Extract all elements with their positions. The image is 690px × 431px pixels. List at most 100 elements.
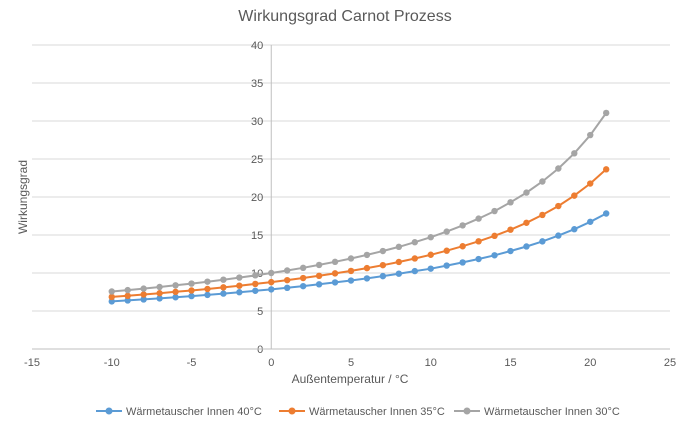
data-point bbox=[603, 166, 610, 173]
legend-item-2: Wärmetauscher Innen 35°C bbox=[279, 406, 445, 418]
data-point bbox=[379, 261, 387, 269]
data-point bbox=[539, 238, 546, 245]
y-tick-label: 30 bbox=[251, 116, 263, 128]
data-point bbox=[299, 274, 307, 282]
data-point bbox=[411, 267, 418, 275]
data-point bbox=[395, 243, 403, 251]
data-point bbox=[539, 178, 546, 185]
data-point bbox=[427, 251, 434, 258]
data-point bbox=[507, 199, 514, 206]
data-point bbox=[523, 243, 530, 250]
data-point bbox=[124, 292, 131, 299]
data-point bbox=[571, 226, 578, 233]
y-tick-label: 35 bbox=[251, 78, 263, 90]
data-point bbox=[156, 295, 163, 302]
data-point bbox=[507, 247, 514, 255]
data-point bbox=[347, 277, 355, 284]
x-tick-label: 0 bbox=[268, 357, 274, 369]
data-point bbox=[172, 294, 179, 301]
data-point bbox=[220, 276, 227, 283]
y-tick-label: 40 bbox=[251, 40, 263, 52]
data-point bbox=[363, 251, 371, 259]
data-point bbox=[172, 282, 179, 289]
data-point bbox=[571, 192, 578, 199]
data-point bbox=[284, 284, 291, 292]
series-2 bbox=[108, 166, 610, 301]
x-tick-label: 10 bbox=[425, 357, 437, 369]
y-tick-label: 25 bbox=[251, 154, 263, 166]
data-point bbox=[427, 234, 434, 241]
legend-marker bbox=[105, 407, 113, 415]
series-1 bbox=[108, 210, 610, 305]
y-tick-labels: 0510152025303540 bbox=[251, 40, 263, 356]
legend-label: Wärmetauscher Innen 30°C bbox=[484, 406, 620, 418]
data-point bbox=[379, 247, 387, 255]
x-tick-label: 5 bbox=[348, 357, 354, 369]
chart-title: Wirkungsgrad Carnot Prozess bbox=[238, 8, 452, 25]
data-point bbox=[539, 211, 546, 219]
data-point bbox=[475, 238, 482, 245]
data-point bbox=[523, 219, 530, 226]
y-tick-label: 20 bbox=[251, 192, 263, 204]
data-point bbox=[188, 280, 195, 287]
data-point bbox=[140, 285, 147, 292]
data-point bbox=[331, 279, 339, 286]
data-point bbox=[268, 278, 275, 286]
y-tick-label: 0 bbox=[257, 344, 263, 356]
data-point bbox=[204, 291, 211, 299]
data-point bbox=[411, 239, 418, 246]
data-point bbox=[236, 274, 243, 281]
data-point bbox=[459, 259, 466, 266]
data-point bbox=[347, 267, 355, 275]
data-point bbox=[491, 232, 498, 240]
data-point bbox=[284, 276, 291, 284]
data-point bbox=[236, 282, 243, 289]
data-point bbox=[475, 215, 482, 222]
x-tick-label: 25 bbox=[664, 357, 676, 369]
data-point bbox=[315, 281, 323, 288]
data-point bbox=[491, 207, 498, 215]
x-tick-label: 15 bbox=[504, 357, 516, 369]
legend-label: Wärmetauscher Innen 40°C bbox=[126, 406, 262, 418]
data-point bbox=[156, 290, 163, 297]
data-point bbox=[491, 252, 498, 259]
y-axis-label: Wirkungsgrad bbox=[16, 160, 30, 234]
data-point bbox=[587, 131, 594, 139]
x-axis-label: Außentemperatur / °C bbox=[292, 372, 409, 386]
data-point bbox=[315, 261, 323, 269]
x-tick-label: 20 bbox=[584, 357, 596, 369]
data-point bbox=[459, 222, 466, 229]
data-point bbox=[268, 286, 275, 293]
data-point bbox=[124, 297, 131, 304]
data-point bbox=[379, 272, 387, 280]
data-point bbox=[156, 283, 163, 291]
legend-marker bbox=[288, 407, 296, 415]
data-point bbox=[443, 262, 450, 269]
data-point bbox=[284, 267, 291, 274]
data-point bbox=[236, 289, 243, 296]
data-point bbox=[252, 272, 259, 279]
data-point bbox=[411, 255, 418, 262]
data-point bbox=[555, 165, 562, 172]
data-point bbox=[331, 270, 339, 277]
legend: Wärmetauscher Innen 40°C Wärmetauscher In… bbox=[96, 406, 620, 418]
y-tick-label: 5 bbox=[257, 306, 263, 318]
data-point bbox=[172, 288, 179, 296]
data-point bbox=[252, 280, 259, 288]
legend-label: Wärmetauscher Innen 35°C bbox=[309, 406, 445, 418]
data-point bbox=[459, 243, 466, 250]
data-point bbox=[140, 296, 147, 303]
data-point bbox=[443, 228, 450, 235]
legend-item-3: Wärmetauscher Innen 30°C bbox=[454, 406, 620, 418]
data-point bbox=[268, 269, 275, 277]
data-point bbox=[220, 284, 227, 291]
data-point bbox=[475, 255, 482, 263]
data-point bbox=[299, 282, 307, 290]
data-point bbox=[252, 287, 259, 294]
data-point bbox=[555, 232, 562, 239]
series-3 bbox=[108, 109, 610, 295]
data-point bbox=[395, 258, 403, 266]
data-point bbox=[395, 270, 403, 277]
x-tick-label: -5 bbox=[187, 357, 197, 369]
